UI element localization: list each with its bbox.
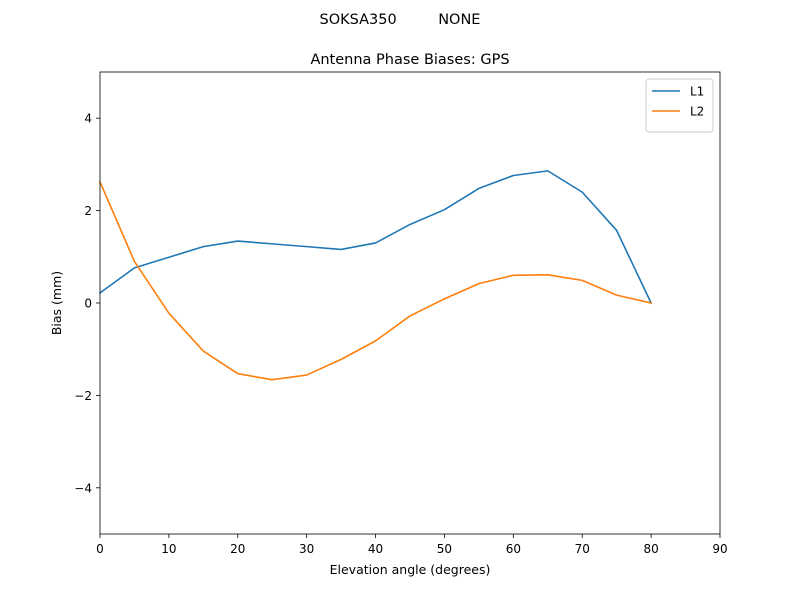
x-tick-label: 20: [230, 542, 245, 556]
y-tick-label: 2: [84, 204, 92, 218]
legend-label-l2: L2: [690, 105, 704, 119]
y-tick-label: −2: [74, 389, 92, 403]
plot-area: 0 10 20 30 40 50 60 70 80 90 −4 −2 0 2 4 L1 L2: [74, 71, 728, 556]
x-tick-label: 80: [643, 542, 658, 556]
x-tick-label: 40: [368, 542, 383, 556]
x-tick-label: 50: [437, 542, 452, 556]
series-line-l2: [98, 180, 653, 381]
y-tick-label: −4: [74, 481, 92, 495]
x-tick-label: 0: [96, 542, 104, 556]
y-tick-label: 4: [84, 112, 92, 126]
axes-frame: [99, 71, 721, 535]
x-tick-label: 30: [299, 542, 314, 556]
y-tick-label: 0: [84, 297, 92, 311]
series-line-l1: [98, 170, 653, 305]
x-tick-label: 90: [712, 542, 727, 556]
x-axis-label: Elevation angle (degrees): [330, 562, 491, 577]
legend-label-l1: L1: [690, 85, 704, 99]
x-tick-label: 70: [575, 542, 590, 556]
x-tick-label: 60: [506, 542, 521, 556]
x-tick-label: 10: [161, 542, 176, 556]
y-axis-label: Bias (mm): [49, 271, 64, 335]
chart-title: Antenna Phase Biases: GPS: [310, 52, 509, 68]
chart-suptitle: SOKSA350 NONE: [320, 12, 481, 28]
legend-box: [645, 78, 714, 133]
